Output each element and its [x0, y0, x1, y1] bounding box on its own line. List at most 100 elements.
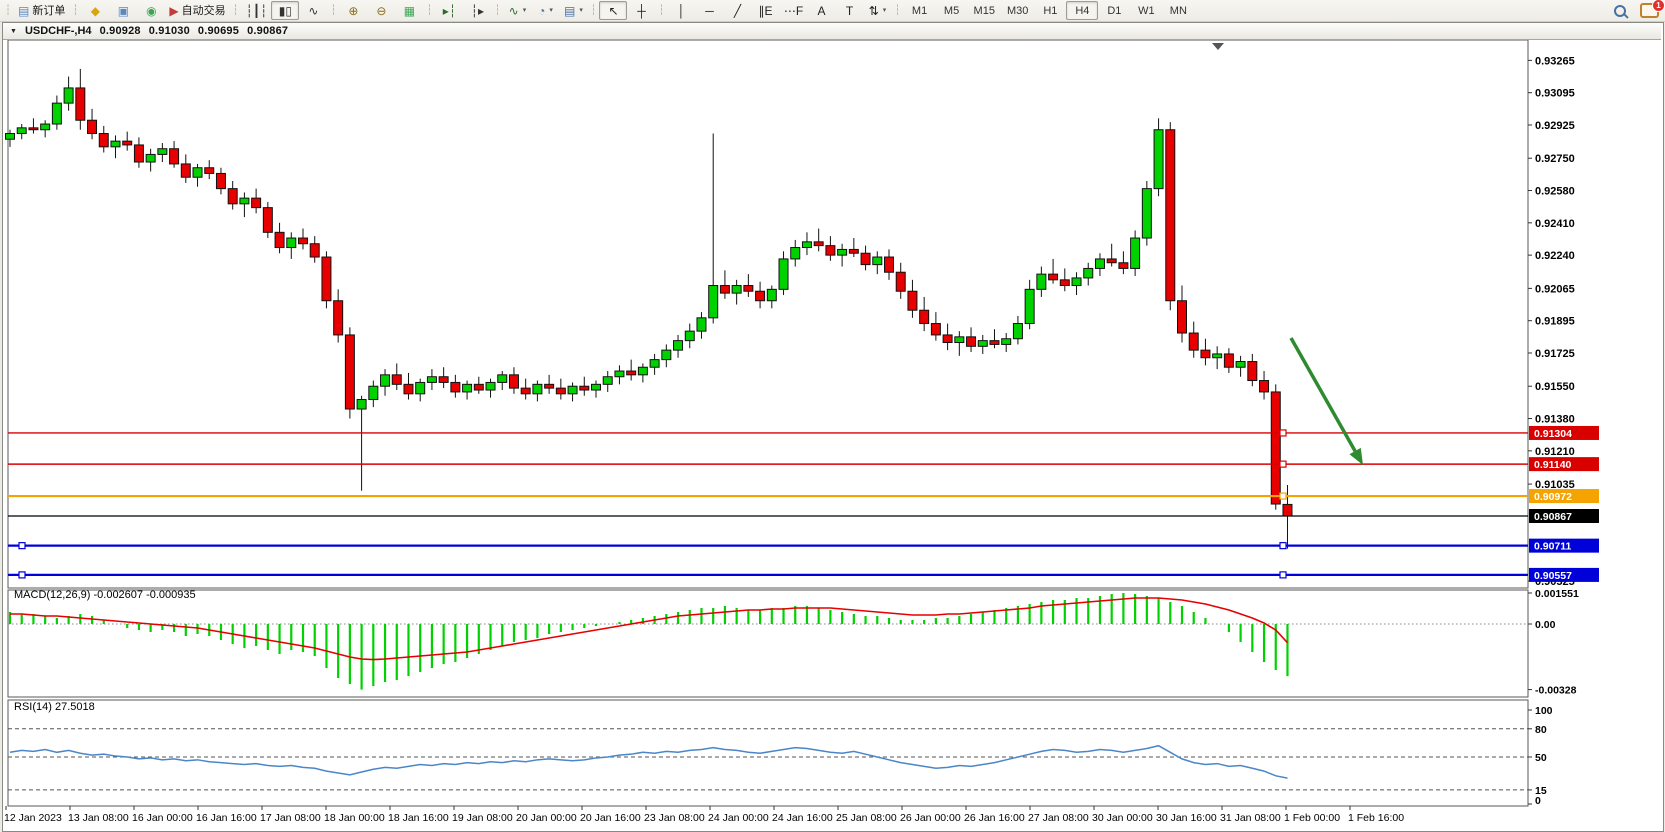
candle-body — [1001, 338, 1012, 345]
horizontal-line-button[interactable]: ─ — [696, 1, 724, 20]
candle-body — [1223, 353, 1234, 368]
chart-menu-icon[interactable]: ▼ — [10, 27, 17, 35]
toolbar: ┆ ▤ 新订单 ┆ ◆ ▣ ◉ ▶ 自动交易 ┆ ┆┃┆ ▮▯ ∿ ┆ ⊕ ⊖ ▦ ┆ ▸┆ ┆▸ ┆ ∿ ▾ ◔ ▾ ▤ ▾ ┆ ↖ ┼… — [0, 0, 1665, 22]
timeframe-m1[interactable]: M1 — [911, 4, 928, 17]
candle-body — [75, 87, 86, 121]
new-order-button[interactable]: ▤ 新订单 — [14, 1, 69, 20]
periods-button[interactable]: ◔ ▾ — [531, 1, 559, 20]
trend-arrow[interactable] — [1289, 337, 1363, 465]
chevron-down-icon: ▾ — [882, 6, 887, 14]
indicators-button[interactable]: ∿ ▾ — [503, 1, 531, 20]
chevron-down-icon: ▾ — [579, 6, 583, 14]
macd-indicator: 0.001551 0.00 -0.00328 — [8, 588, 1579, 697]
candle-body — [825, 245, 836, 256]
price-tick-label: 0.92065 — [1535, 283, 1575, 295]
auto-scroll-button[interactable]: ▸┆ — [435, 1, 463, 20]
tile-windows-button[interactable]: ▦ — [395, 1, 423, 20]
text-button[interactable]: A — [808, 1, 836, 20]
price-axis[interactable]: 0.93265 0.93095 0.92925 0.92750 0.92580 0.924… — [1528, 55, 1575, 588]
candle-body — [1130, 237, 1141, 269]
candlestick-chart-button[interactable]: ▮▯ — [271, 1, 300, 20]
line-handle[interactable] — [18, 571, 26, 579]
zoom-out-button[interactable]: ⊖ — [367, 1, 395, 20]
candle-body — [1212, 353, 1223, 359]
time-axis[interactable]: 12 Jan 2023 13 Jan 08:00 16 Jan 00:00 16 Ja… — [4, 806, 1404, 824]
timeframe-h4[interactable]: H4 — [1066, 1, 1099, 20]
text-label-button[interactable]: T — [836, 1, 864, 20]
candle-body — [368, 385, 379, 401]
price-badge-label: 0.90557 — [1534, 570, 1572, 582]
toolbar-buttons: ┆ ▤ 新订单 ┆ ◆ ▣ ◉ ▶ 自动交易 ┆ ┆┃┆ ▮▯ ∿ ┆ ⊕ ⊖ ▦ ┆ ▸┆ ┆▸ ┆ ∿ ▾ ◔ ▾ ▤ ▾ ┆ ↖ ┼… — [0, 0, 1194, 21]
price-badge — [1529, 538, 1599, 553]
macd-tick-label: 0.00 — [1535, 619, 1556, 631]
trendline-button[interactable]: ╱ — [724, 1, 752, 20]
candle-body — [1118, 262, 1129, 269]
chart-shift-button[interactable]: ┆▸ — [463, 1, 491, 20]
timeframe-m5[interactable]: M5 — [943, 4, 960, 17]
channel-button[interactable]: ∥E — [752, 1, 780, 20]
arrows-button[interactable]: ⇅ ▾ — [864, 1, 892, 20]
candle-body — [204, 167, 215, 174]
timeframe-h1[interactable]: H1 — [1043, 4, 1058, 17]
price-tick-label: 0.93095 — [1535, 88, 1575, 100]
candle-body — [719, 285, 730, 294]
price-tick-label: 0.91550 — [1535, 381, 1575, 393]
candle-body — [1094, 258, 1105, 269]
toolbar-grip: ┆ — [232, 5, 239, 16]
line-chart-button[interactable]: ∿ — [299, 1, 327, 20]
timeframe-w1[interactable]: W1 — [1138, 4, 1155, 17]
zoom-in-button[interactable]: ⊕ — [339, 1, 367, 20]
price-tick-label: 0.91380 — [1535, 414, 1575, 426]
price-tick-label: 0.92580 — [1535, 186, 1575, 198]
crosshair-button[interactable]: ┼ — [627, 1, 655, 20]
rsi-line — [9, 744, 1288, 779]
candle-body — [731, 285, 742, 294]
candle-body — [1071, 277, 1082, 287]
price-badge-label: 0.91304 — [1534, 428, 1572, 440]
signals-button[interactable]: ◉ — [137, 1, 165, 20]
market-watch-button[interactable]: ◆ — [81, 1, 109, 20]
bar-chart-button[interactable]: ┆┃┆ — [242, 1, 272, 20]
chart-windows-icon: ▣ — [117, 3, 130, 18]
candle-body — [966, 336, 977, 347]
line-handle[interactable] — [1279, 542, 1287, 550]
time-tick-label: 1 Feb 00:00 — [1284, 812, 1340, 824]
templates-button[interactable]: ▤ ▾ — [559, 1, 587, 20]
macd-values: -0.002607 -0.000935 — [93, 589, 196, 601]
line-handle[interactable] — [1279, 460, 1287, 468]
price-badge — [1529, 509, 1599, 523]
cursor-button[interactable]: ↖ — [599, 1, 628, 20]
price-badge-label: 0.90867 — [1534, 511, 1572, 523]
candle-body — [450, 381, 461, 393]
price-tick-label: 0.92925 — [1535, 120, 1575, 132]
candle-body — [473, 383, 484, 391]
toolbar-grip: ┆ — [426, 5, 433, 16]
search-icon[interactable] — [1614, 4, 1626, 17]
line-handle[interactable] — [1279, 571, 1287, 579]
candle-body — [977, 340, 988, 347]
line-handle[interactable] — [1279, 429, 1287, 437]
line-handle[interactable] — [18, 542, 26, 550]
notifications-icon[interactable]: 1 — [1640, 0, 1665, 18]
candle-body — [544, 383, 555, 389]
candle-body — [930, 323, 941, 336]
fibonacci-button[interactable]: ⋯F — [780, 1, 808, 20]
candle-body — [954, 336, 965, 344]
time-tick-label: 18 Jan 16:00 — [388, 812, 449, 824]
candle-body — [391, 374, 402, 385]
line-handle[interactable] — [1279, 492, 1287, 500]
timeframe-m15[interactable]: M15 — [973, 4, 995, 17]
vertical-line-button[interactable]: │ — [668, 1, 696, 20]
candle-body — [215, 172, 226, 190]
auto-trading-button[interactable]: ▶ 自动交易 — [165, 1, 229, 20]
candle-body — [591, 383, 601, 391]
timeframe-mn[interactable]: MN — [1169, 4, 1187, 17]
candle-body — [790, 247, 801, 260]
horizontal-lines — [8, 429, 1528, 579]
chart-windows-button[interactable]: ▣ — [109, 1, 137, 20]
timeframe-d1[interactable]: D1 — [1107, 4, 1122, 17]
candle-body — [321, 256, 332, 302]
timeframe-m30[interactable]: M30 — [1006, 4, 1029, 17]
zoom-out-icon: ⊖ — [376, 3, 387, 18]
